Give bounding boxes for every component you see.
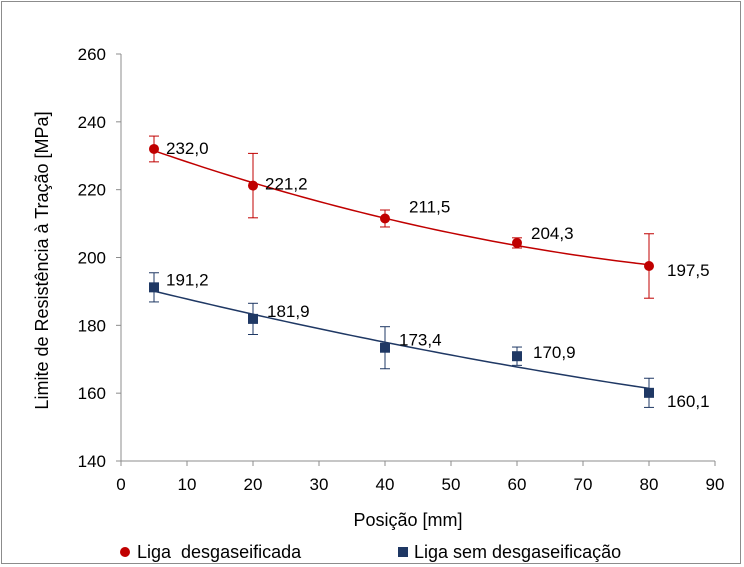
x-tick-label: 0 <box>116 475 125 494</box>
data-point-square <box>380 342 390 353</box>
data-labels: 232,0 221,2 211,5 204,3 197,5 191,2 181,9 173,4… <box>166 139 710 411</box>
trendlines <box>153 149 650 390</box>
y-tick-label: 260 <box>78 45 106 64</box>
legend-item-sem-desgaseificacao: Liga sem desgaseificação <box>398 542 621 562</box>
trendline-series-1 <box>153 290 650 390</box>
data-label: 160,1 <box>667 392 710 411</box>
data-point-circle <box>644 260 654 271</box>
y-tick-label: 140 <box>78 452 106 471</box>
data-label: 181,9 <box>267 302 310 321</box>
legend-label-desgaseificada: Liga desgaseificada <box>137 542 302 562</box>
x-tick-label: 50 <box>442 475 461 494</box>
x-axis-ticks: 0 10 20 30 40 50 60 70 80 90 <box>116 461 724 494</box>
data-label: 170,9 <box>533 343 576 362</box>
y-tick-label: 240 <box>78 113 106 132</box>
data-point-square <box>512 351 522 362</box>
data-point-circle <box>380 213 390 224</box>
legend-marker-circle <box>120 547 130 557</box>
error-bars <box>149 135 654 408</box>
y-axis-title: Limite de Resistência à Tração [MPa] <box>32 111 52 409</box>
y-tick-label: 180 <box>78 316 106 335</box>
data-label: 232,0 <box>166 139 209 158</box>
y-tick-label: 220 <box>78 181 106 200</box>
legend-item-desgaseificada: Liga desgaseificada <box>120 542 302 562</box>
data-label: 197,5 <box>667 261 710 280</box>
x-tick-label: 80 <box>640 475 659 494</box>
x-tick-label: 40 <box>376 475 395 494</box>
y-axis-ticks: 140 160 180 200 220 240 260 <box>78 45 121 471</box>
axes <box>120 54 715 462</box>
data-label: 211,5 <box>409 197 450 216</box>
data-label: 191,2 <box>166 270 209 289</box>
legend-label-sem-desgaseificacao: Liga sem desgaseificação <box>414 542 621 562</box>
x-tick-label: 20 <box>244 475 263 494</box>
y-tick-label: 160 <box>78 384 106 403</box>
x-tick-label: 10 <box>178 475 197 494</box>
data-label: 221,2 <box>265 175 308 194</box>
data-point-circle <box>512 237 522 248</box>
data-point-circle <box>248 180 258 191</box>
data-label: 173,4 <box>399 331 442 350</box>
data-point-square <box>149 282 159 293</box>
data-point-square <box>248 313 258 324</box>
data-point-circle <box>149 143 159 154</box>
x-axis-title: Posição [mm] <box>353 510 462 530</box>
data-markers <box>149 143 654 398</box>
x-tick-label: 30 <box>310 475 329 494</box>
x-tick-label: 90 <box>706 475 725 494</box>
legend-marker-square <box>398 547 408 557</box>
data-label: 204,3 <box>531 224 574 243</box>
x-tick-label: 70 <box>574 475 593 494</box>
data-point-square <box>644 387 654 398</box>
trendline-series-0 <box>153 149 650 266</box>
y-tick-label: 200 <box>78 249 106 268</box>
legend: Liga desgaseificada Liga sem desgaseific… <box>120 542 621 562</box>
x-tick-label: 60 <box>508 475 527 494</box>
